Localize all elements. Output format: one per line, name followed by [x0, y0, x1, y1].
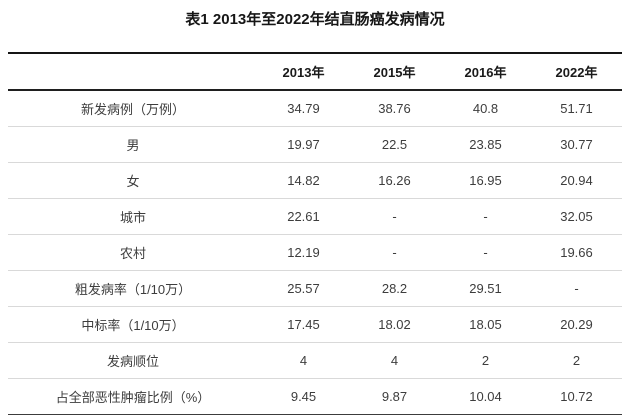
- data-table: 2013年 2015年 2016年 2022年 新发病例（万例） 34.79 38.76 4…: [8, 52, 622, 415]
- value-cell: 22.61: [287, 209, 320, 224]
- value-cell: 20.94: [560, 173, 593, 188]
- value-cell: 51.71: [560, 101, 593, 116]
- value-cell: 30.77: [560, 137, 593, 152]
- corner-cell: [8, 53, 258, 90]
- value-cell: 18.05: [469, 317, 502, 332]
- table-row: 占全部恶性肿瘤比例（%） 9.45 9.87 10.04 10.72: [8, 378, 622, 415]
- value-cell: 40.8: [472, 101, 499, 116]
- value-cell: 19.97: [287, 137, 320, 152]
- table-row: 发病顺位 4 4 2 2: [8, 342, 622, 379]
- value-cell: 9.87: [381, 389, 408, 404]
- value-cell: 19.66: [560, 245, 593, 260]
- value-cell: 20.29: [560, 317, 593, 332]
- value-cell: 9.45: [290, 389, 317, 404]
- value-cell: 4: [390, 353, 399, 368]
- value-cell: 4: [299, 353, 308, 368]
- row-label: 新发病例（万例）: [80, 102, 185, 117]
- table-row: 城市 22.61 - - 32.05: [8, 198, 622, 235]
- table-row: 新发病例（万例） 34.79 38.76 40.8 51.71: [8, 90, 622, 127]
- table-row: 粗发病率（1/10万） 25.57 28.2 29.51 -: [8, 270, 622, 307]
- value-cell: 16.26: [378, 173, 411, 188]
- row-label: 粗发病率（1/10万）: [74, 282, 192, 297]
- value-cell: -: [483, 209, 488, 224]
- value-cell: 32.05: [560, 209, 593, 224]
- column-header-2016年: 2016年: [464, 65, 507, 80]
- row-label: 发病顺位: [106, 354, 159, 369]
- value-cell: -: [392, 209, 397, 224]
- value-cell: 18.02: [378, 317, 411, 332]
- value-cell: 22.5: [381, 137, 408, 152]
- value-cell: 25.57: [287, 281, 320, 296]
- table-row: 农村 12.19 - - 19.66: [8, 234, 622, 271]
- value-cell: 10.04: [469, 389, 502, 404]
- row-label: 占全部恶性肿瘤比例（%）: [55, 390, 211, 405]
- table-caption: 表1 2013年至2022年结直肠癌发病情况: [185, 11, 445, 28]
- value-cell: 29.51: [469, 281, 502, 296]
- value-cell: 14.82: [287, 173, 320, 188]
- value-cell: 17.45: [287, 317, 320, 332]
- row-label: 城市: [119, 210, 146, 225]
- value-cell: 38.76: [378, 101, 411, 116]
- table-body: 新发病例（万例） 34.79 38.76 40.8 51.71 男 19.97 22.5 23.…: [8, 90, 622, 415]
- value-cell: 10.72: [560, 389, 593, 404]
- table-row: 中标率（1/10万） 17.45 18.02 18.05 20.29: [8, 306, 622, 343]
- value-cell: 16.95: [469, 173, 502, 188]
- value-cell: -: [392, 245, 397, 260]
- value-cell: 28.2: [381, 281, 408, 296]
- value-cell: -: [574, 281, 579, 296]
- row-label: 男: [126, 138, 140, 153]
- column-header-2022年: 2022年: [555, 65, 598, 80]
- row-label: 中标率（1/10万）: [81, 318, 185, 333]
- value-cell: -: [483, 245, 488, 260]
- value-cell: 34.79: [287, 101, 320, 116]
- table-row: 男 19.97 22.5 23.85 30.77: [8, 126, 622, 163]
- value-cell: 23.85: [469, 137, 502, 152]
- value-cell: 12.19: [287, 245, 320, 260]
- column-header-2013年: 2013年: [282, 65, 325, 80]
- row-label: 农村: [119, 246, 146, 261]
- table-row: 女 14.82 16.26 16.95 20.94: [8, 162, 622, 199]
- row-label: 女: [126, 174, 140, 189]
- value-cell: 2: [481, 353, 490, 368]
- column-header-2015年: 2015年: [373, 65, 416, 80]
- value-cell: 2: [572, 353, 581, 368]
- table-header-row: 2013年 2015年 2016年 2022年: [8, 53, 622, 90]
